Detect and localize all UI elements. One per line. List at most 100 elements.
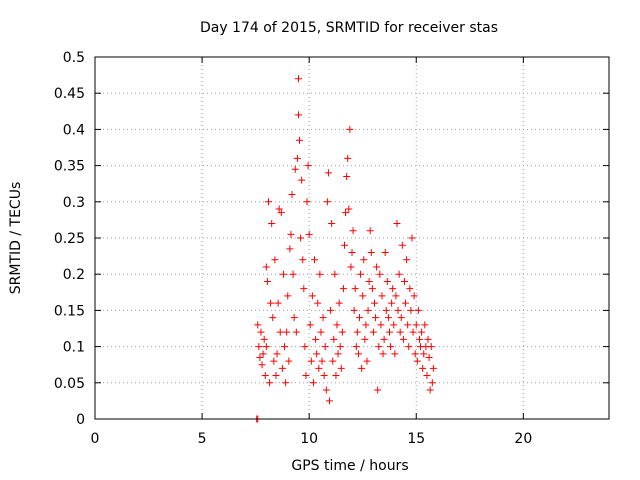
y-tick-label: 0.25 (54, 231, 85, 247)
data-point (288, 191, 296, 199)
data-point (305, 230, 313, 238)
x-tick-label: 5 (198, 431, 207, 447)
data-point (358, 364, 366, 372)
data-point (307, 357, 315, 365)
data-point (414, 306, 422, 314)
data-point (258, 361, 266, 369)
data-point (398, 241, 406, 249)
data-points (253, 75, 437, 423)
data-point (290, 314, 298, 322)
data-point (320, 372, 328, 380)
data-point (319, 314, 327, 322)
data-point (403, 256, 411, 264)
data-point (378, 292, 386, 300)
y-axis-label: SRMTID / TECUs (8, 182, 24, 295)
data-point (328, 220, 336, 228)
data-point (332, 372, 340, 380)
data-point (343, 172, 351, 180)
data-point (370, 299, 378, 307)
data-point (397, 314, 405, 322)
data-point (404, 321, 412, 329)
data-point (421, 321, 429, 329)
data-point (394, 306, 402, 314)
data-point (424, 335, 432, 343)
data-point (300, 285, 308, 293)
y-tick-label: 0 (76, 412, 85, 428)
data-point (413, 357, 421, 365)
data-point (359, 292, 367, 300)
data-point (425, 353, 433, 361)
data-point (407, 306, 415, 314)
data-point (364, 306, 372, 314)
data-point (326, 397, 334, 405)
data-point (336, 343, 344, 351)
data-point (363, 357, 371, 365)
data-point (283, 328, 291, 336)
data-point (270, 357, 278, 365)
data-point (369, 328, 377, 336)
data-point (271, 256, 279, 264)
data-point (289, 270, 297, 278)
data-point (423, 372, 431, 380)
data-point (298, 176, 306, 184)
data-point (279, 270, 287, 278)
data-point (299, 256, 307, 264)
data-point (259, 350, 267, 358)
y-tick-label: 0.4 (63, 122, 85, 138)
data-point (291, 165, 299, 173)
plot-frame (94, 56, 610, 420)
data-point (262, 263, 270, 271)
data-point (262, 343, 270, 351)
data-point (274, 299, 282, 307)
x-tick-label: 15 (407, 431, 425, 447)
data-point (266, 379, 274, 387)
data-point (327, 306, 335, 314)
x-tick-label: 10 (300, 431, 318, 447)
data-point (260, 335, 268, 343)
data-point (368, 285, 376, 293)
data-point (316, 270, 324, 278)
data-point (396, 328, 404, 336)
data-point (360, 256, 368, 264)
data-point (335, 299, 343, 307)
data-point (257, 328, 265, 336)
data-point (272, 372, 280, 380)
grid (95, 57, 609, 419)
data-point (400, 277, 408, 285)
x-tick-label: 0 (91, 431, 100, 447)
data-point (410, 292, 418, 300)
data-point (317, 328, 325, 336)
data-point (391, 350, 399, 358)
data-point (415, 335, 423, 343)
data-point (293, 154, 301, 162)
data-point (345, 205, 353, 213)
data-point (384, 314, 392, 322)
data-point (365, 277, 373, 285)
data-point (296, 136, 304, 144)
data-point (302, 372, 310, 380)
data-point (292, 328, 300, 336)
data-point (338, 328, 346, 336)
data-point (281, 343, 289, 351)
data-point (393, 220, 401, 228)
data-point (408, 234, 416, 242)
data-point (383, 277, 391, 285)
y-tick-label: 0.15 (54, 303, 85, 319)
data-point (376, 270, 384, 278)
data-point (324, 169, 332, 177)
data-point (380, 335, 388, 343)
data-point (367, 248, 375, 256)
data-point (285, 357, 293, 365)
data-point (361, 335, 369, 343)
data-point (318, 357, 326, 365)
data-point (418, 328, 426, 336)
data-point (379, 350, 387, 358)
data-point (312, 335, 320, 343)
data-point (419, 364, 427, 372)
data-point (389, 285, 397, 293)
y-tick-label: 0.3 (63, 195, 85, 211)
data-point (362, 321, 370, 329)
data-point (420, 350, 428, 358)
data-point (385, 328, 393, 336)
data-point (352, 343, 360, 351)
